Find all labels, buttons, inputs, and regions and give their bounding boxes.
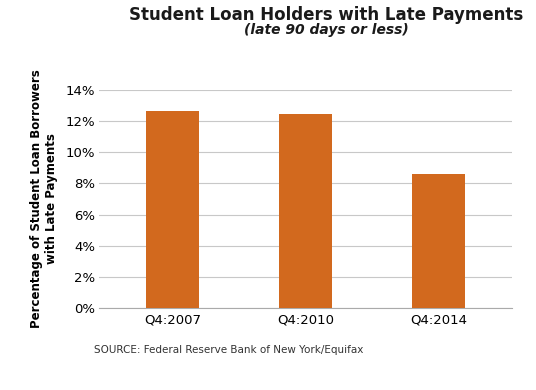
Bar (146, 111, 199, 308)
Bar (279, 114, 332, 308)
Y-axis label: Percentage of Student Loan Borrowers
with Late Payments: Percentage of Student Loan Borrowers wit… (31, 69, 58, 328)
Text: SOURCE: Federal Reserve Bank of New York/Equifax: SOURCE: Federal Reserve Bank of New York… (94, 345, 363, 355)
Text: Student Loan Holders with Late Payments: Student Loan Holders with Late Payments (129, 6, 523, 24)
Bar (412, 174, 465, 308)
Text: (late 90 days or less): (late 90 days or less) (244, 23, 408, 37)
Text: Federal Reserve Bank of St. Louis: Federal Reserve Bank of St. Louis (8, 367, 259, 380)
